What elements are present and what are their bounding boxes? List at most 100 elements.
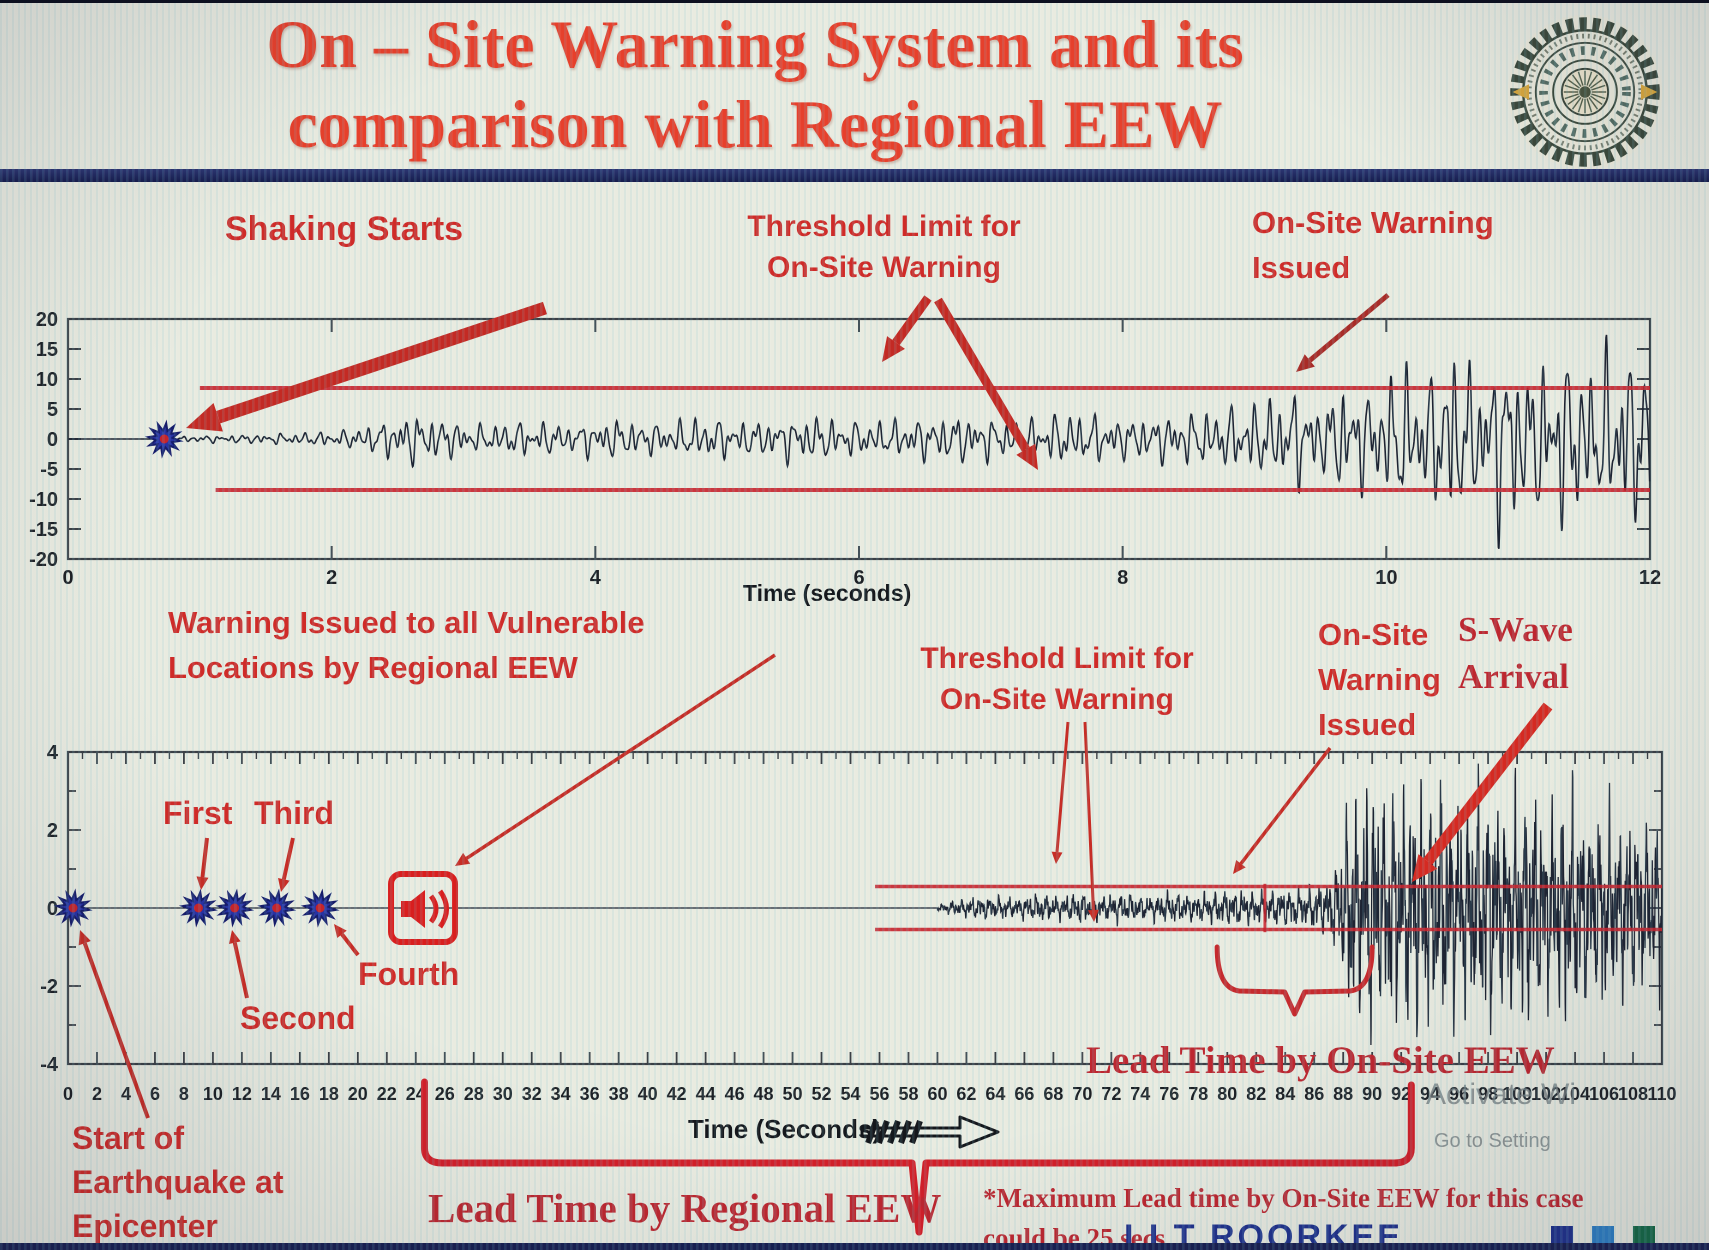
svg-text:48: 48 <box>754 1084 774 1104</box>
svg-text:10: 10 <box>203 1084 223 1104</box>
svg-text:2: 2 <box>326 567 337 589</box>
svg-text:16: 16 <box>290 1084 310 1104</box>
svg-text:40: 40 <box>638 1084 658 1104</box>
svg-text:58: 58 <box>898 1084 918 1104</box>
svg-text:22: 22 <box>377 1084 397 1104</box>
activate-windows-watermark: Activate Wi <box>1426 1078 1577 1111</box>
svg-text:26: 26 <box>435 1084 455 1104</box>
svg-text:94: 94 <box>1420 1084 1440 1104</box>
threshold-limit-bottom-label: Threshold Limit for On-Site Warning <box>920 642 1194 716</box>
svg-text:-15: -15 <box>29 519 58 541</box>
svg-text:32: 32 <box>522 1084 542 1104</box>
svg-text:-4: -4 <box>40 1054 59 1076</box>
svg-text:28: 28 <box>464 1084 484 1104</box>
svg-text:-2: -2 <box>40 976 58 998</box>
first-detection-label: First <box>163 795 233 831</box>
svg-text:30: 30 <box>493 1084 513 1104</box>
svg-text:4: 4 <box>121 1084 131 1104</box>
page-title: On – Site Warning System and its compari… <box>90 4 1420 164</box>
svg-text:0: 0 <box>47 898 58 920</box>
svg-text:88: 88 <box>1333 1084 1353 1104</box>
svg-text:20: 20 <box>36 309 58 331</box>
brand-square-blue <box>1592 1226 1614 1248</box>
svg-text:98: 98 <box>1478 1084 1498 1104</box>
svg-text:104: 104 <box>1560 1084 1590 1104</box>
svg-text:110: 110 <box>1647 1084 1676 1104</box>
svg-text:14: 14 <box>261 1084 281 1104</box>
svg-text:18: 18 <box>319 1084 339 1104</box>
svg-text:54: 54 <box>840 1084 860 1104</box>
svg-text:52: 52 <box>812 1084 832 1104</box>
second-detection-label: Second <box>240 1000 356 1036</box>
svg-text:12: 12 <box>1639 567 1661 589</box>
svg-text:108: 108 <box>1618 1084 1648 1104</box>
svg-text:2: 2 <box>92 1084 102 1104</box>
svg-text:84: 84 <box>1275 1084 1295 1104</box>
svg-text:8: 8 <box>1117 567 1128 589</box>
go-to-settings-watermark: Go to Setting <box>1434 1130 1551 1152</box>
svg-text:70: 70 <box>1072 1084 1092 1104</box>
svg-text:6: 6 <box>853 567 864 589</box>
svg-text:106: 106 <box>1589 1084 1619 1104</box>
svg-text:-20: -20 <box>29 549 58 571</box>
svg-text:-10: -10 <box>29 489 58 511</box>
time-axis-arrow-icon <box>860 1115 1000 1149</box>
svg-text:10: 10 <box>36 369 58 391</box>
onsite-warning-issued-top-label: On-Site Warning Issued <box>1252 205 1494 285</box>
svg-text:6: 6 <box>150 1084 160 1104</box>
svg-text:42: 42 <box>667 1084 687 1104</box>
s-wave-arrival-label: S-Wave Arrival <box>1458 610 1573 696</box>
lead-time-onsite-label: Lead Time by On-Site EEW <box>1086 1039 1555 1082</box>
svg-text:100: 100 <box>1502 1084 1532 1104</box>
svg-text:4: 4 <box>590 567 602 589</box>
svg-text:56: 56 <box>869 1084 889 1104</box>
svg-text:-5: -5 <box>40 459 58 481</box>
bottom-navy-strip <box>0 1243 1709 1250</box>
svg-text:2: 2 <box>47 820 58 842</box>
svg-text:86: 86 <box>1304 1084 1324 1104</box>
title-line2: comparison with Regional EEW <box>287 86 1223 162</box>
svg-text:64: 64 <box>985 1084 1005 1104</box>
svg-text:0: 0 <box>62 567 73 589</box>
xaxis-label-bottom: Time (Seconds) <box>688 1114 882 1144</box>
svg-text:44: 44 <box>696 1084 716 1104</box>
svg-text:80: 80 <box>1217 1084 1237 1104</box>
xaxis-label-top: Time (seconds) <box>743 580 912 606</box>
svg-text:8: 8 <box>179 1084 189 1104</box>
svg-text:74: 74 <box>1130 1084 1150 1104</box>
svg-text:46: 46 <box>725 1084 745 1104</box>
svg-text:90: 90 <box>1362 1084 1382 1104</box>
svg-text:96: 96 <box>1449 1084 1469 1104</box>
lead-time-regional-label: Lead Time by Regional EEW <box>428 1185 942 1231</box>
svg-text:38: 38 <box>609 1084 629 1104</box>
regional-warning-label: Warning Issued to all Vulnerable Locatio… <box>168 605 645 685</box>
svg-text:78: 78 <box>1188 1084 1208 1104</box>
fourth-detection-label: Fourth <box>358 956 460 992</box>
brand-square-navy <box>1551 1226 1573 1248</box>
svg-text:10: 10 <box>1375 567 1397 589</box>
svg-text:0: 0 <box>63 1084 73 1104</box>
iit-roorkee-logo-icon <box>1507 14 1663 170</box>
third-detection-label: Third <box>254 795 334 831</box>
svg-text:5: 5 <box>47 399 58 421</box>
svg-text:12: 12 <box>232 1084 252 1104</box>
brand-square-green <box>1633 1226 1655 1248</box>
svg-text:50: 50 <box>783 1084 803 1104</box>
threshold-limit-top-label: Threshold Limit for On-Site Warning <box>747 210 1021 284</box>
svg-text:36: 36 <box>580 1084 600 1104</box>
title-line1: On – Site Warning System and its <box>266 6 1244 82</box>
svg-text:20: 20 <box>348 1084 368 1104</box>
svg-text:0: 0 <box>47 429 58 451</box>
svg-text:66: 66 <box>1014 1084 1034 1104</box>
start-epicenter-label: Start of Earthquake at Epicenter <box>72 1120 284 1244</box>
shaking-starts-label: Shaking Starts <box>225 210 464 248</box>
regional-warning-speaker-icon <box>388 871 459 945</box>
svg-text:72: 72 <box>1101 1084 1121 1104</box>
svg-text:102: 102 <box>1531 1084 1561 1104</box>
svg-text:15: 15 <box>36 339 58 361</box>
svg-text:68: 68 <box>1043 1084 1063 1104</box>
svg-text:24: 24 <box>406 1084 426 1104</box>
svg-text:60: 60 <box>927 1084 947 1104</box>
